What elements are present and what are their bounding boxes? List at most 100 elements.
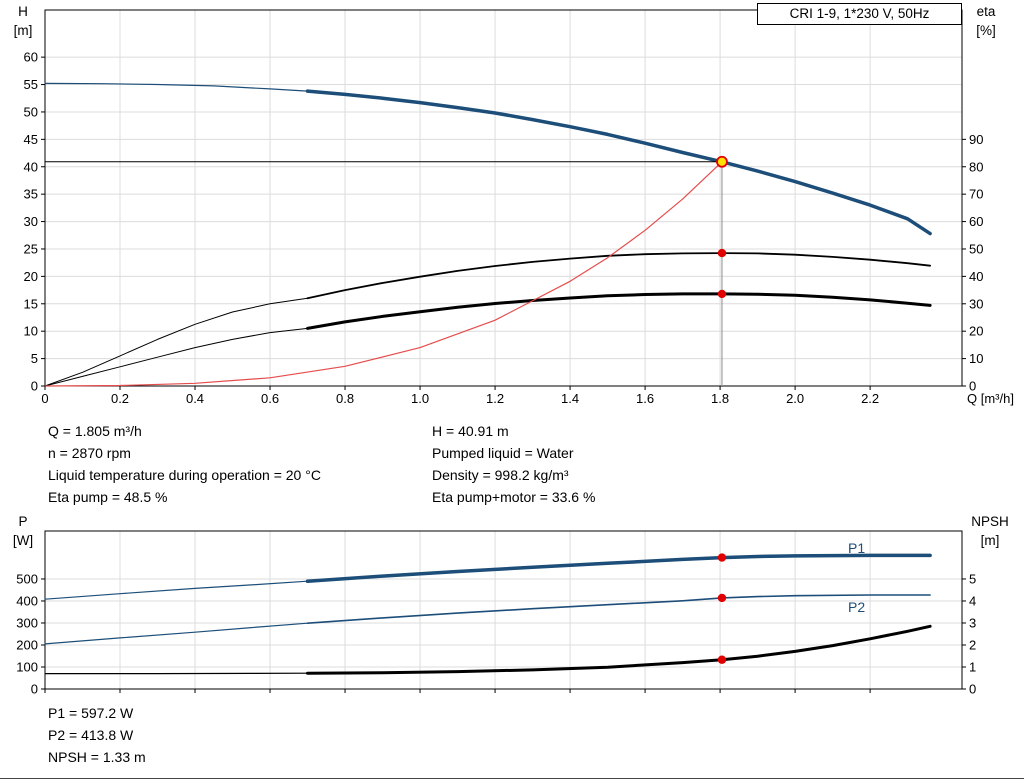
y-right-tick-label: 80 bbox=[969, 159, 983, 174]
npsh-axis-title-line1: NPSH bbox=[971, 514, 1009, 529]
p1-value: P1 = 597.2 W bbox=[48, 705, 134, 721]
x-tick-label: 0.6 bbox=[261, 391, 279, 406]
curve-eta-pump-motor bbox=[306, 292, 932, 330]
y-right-tick-label: 1 bbox=[969, 659, 976, 674]
y-right-tick-label: 5 bbox=[969, 571, 976, 586]
y-left-tick-label: 40 bbox=[24, 159, 38, 174]
speed-value: n = 2870 rpm bbox=[48, 445, 131, 461]
x-tick-label: 2.2 bbox=[861, 391, 879, 406]
pump-model-box: CRI 1-9, 1*230 V, 50Hz bbox=[757, 3, 962, 25]
eta-pump-motor-value: Eta pump+motor = 33.6 % bbox=[432, 489, 596, 505]
y-left-tick-label: 200 bbox=[16, 637, 38, 652]
y-left-tick-label: 15 bbox=[24, 296, 38, 311]
duty-point-marker bbox=[716, 155, 728, 168]
density-value: Density = 998.2 kg/m³ bbox=[432, 467, 569, 483]
head-value: H = 40.91 m bbox=[432, 423, 509, 439]
p-axis-title: P [W] bbox=[2, 512, 44, 550]
y-right-tick-label: 0 bbox=[969, 379, 976, 394]
x-tick-label: 0.2 bbox=[111, 391, 129, 406]
y-right-tick-label: 20 bbox=[969, 324, 983, 339]
power-data-block: P1 = 597.2 W P2 = 413.8 W NPSH = 1.33 m bbox=[48, 702, 146, 768]
x-tick-label: 1.0 bbox=[411, 391, 429, 406]
x-tick-label: 1.6 bbox=[636, 391, 654, 406]
operating-point-marker bbox=[717, 248, 727, 258]
y-left-tick-label: 20 bbox=[24, 269, 38, 284]
y-right-tick-label: 40 bbox=[969, 269, 983, 284]
plot-border bbox=[44, 9, 963, 387]
y-left-tick-label: 0 bbox=[31, 379, 38, 394]
h-axis-title: H [m] bbox=[2, 2, 44, 40]
p2-value: P2 = 413.8 W bbox=[48, 727, 134, 743]
y-right-tick-label: 10 bbox=[969, 351, 983, 366]
p-axis-title-line2: [W] bbox=[12, 533, 34, 548]
x-tick-label: 1.2 bbox=[486, 391, 504, 406]
pumped-liquid-value: Pumped liquid = Water bbox=[432, 445, 574, 461]
operating-point-marker bbox=[717, 553, 727, 562]
operating-data-left: Q = 1.805 m³/h n = 2870 rpm Liquid tempe… bbox=[48, 420, 321, 508]
x-tick-label: 0.8 bbox=[336, 391, 354, 406]
y-right-tick-label: 0 bbox=[969, 682, 976, 697]
curve-p1-thin bbox=[44, 580, 309, 600]
curve-p2-thin bbox=[44, 622, 309, 645]
q-axis-title: Q [m³/h] bbox=[967, 391, 1014, 406]
eta-axis-title: eta [%] bbox=[962, 2, 1010, 40]
y-right-tick-label: 90 bbox=[969, 132, 983, 147]
eta-pump-value: Eta pump = 48.5 % bbox=[48, 489, 168, 505]
curve-p2 bbox=[306, 594, 931, 624]
y-left-tick-label: 35 bbox=[24, 187, 38, 202]
operating-data-right: H = 40.91 m Pumped liquid = Water Densit… bbox=[432, 420, 595, 508]
curve-qh bbox=[305, 89, 932, 236]
curve-npsh bbox=[306, 624, 932, 675]
curve-system-curve bbox=[44, 161, 723, 387]
y-left-tick-label: 100 bbox=[16, 659, 38, 674]
flow-value: Q = 1.805 m³/h bbox=[48, 423, 142, 439]
y-right-tick-label: 60 bbox=[969, 214, 983, 229]
y-right-tick-label: 4 bbox=[969, 593, 976, 608]
page-bottom-divider bbox=[0, 778, 1024, 779]
y-right-tick-label: 3 bbox=[969, 615, 976, 630]
p2-curve-label: P2 bbox=[848, 599, 866, 615]
x-tick-label: 0 bbox=[41, 391, 48, 406]
plot-border bbox=[44, 530, 963, 690]
y-left-tick-label: 500 bbox=[16, 571, 38, 586]
x-tick-label: 2.0 bbox=[786, 391, 804, 406]
curve-eta-pump bbox=[306, 252, 931, 300]
y-left-tick-label: 5 bbox=[31, 351, 38, 366]
npsh-axis-title: NPSH [m] bbox=[958, 512, 1022, 550]
y-left-tick-label: 50 bbox=[24, 104, 38, 119]
h-axis-title-line2: [m] bbox=[13, 23, 33, 38]
operating-point-marker bbox=[717, 593, 727, 603]
y-right-tick-label: 30 bbox=[969, 296, 983, 311]
y-left-tick-label: 55 bbox=[24, 77, 38, 92]
y-left-tick-label: 30 bbox=[24, 214, 38, 229]
y-left-tick-label: 10 bbox=[24, 324, 38, 339]
liquid-temperature-value: Liquid temperature during operation = 20… bbox=[48, 467, 321, 483]
eta-axis-title-line1: eta bbox=[976, 4, 996, 19]
h-axis-title-line1: H bbox=[18, 4, 28, 19]
p1-curve-label: P1 bbox=[848, 540, 866, 556]
y-left-tick-label: 25 bbox=[24, 241, 38, 256]
curve-p1 bbox=[305, 553, 932, 583]
y-left-tick-label: 0 bbox=[31, 682, 38, 697]
y-right-tick-label: 2 bbox=[969, 637, 976, 652]
qh-efficiency-chart: 0 5 10 15 20 25 30 35 40 45 50 55 60 0 10 20 30 40 50 60 70 8… bbox=[24, 9, 983, 406]
npsh-value: NPSH = 1.33 m bbox=[48, 749, 146, 765]
x-tick-label: 1.4 bbox=[561, 391, 579, 406]
x-tick-label: 1.8 bbox=[711, 391, 729, 406]
y-left-tick-label: 400 bbox=[16, 593, 38, 608]
p-axis-title-line1: P bbox=[18, 514, 28, 529]
npsh-axis-title-line2: [m] bbox=[980, 533, 1000, 548]
y-right-tick-label: 50 bbox=[969, 241, 983, 256]
eta-axis-title-line2: [%] bbox=[976, 23, 996, 38]
power-npsh-chart: 0 100 200 300 400 500 0 1 2 3 4 5 bbox=[16, 530, 976, 697]
y-right-tick-label: 70 bbox=[969, 187, 983, 202]
operating-point-marker bbox=[717, 655, 727, 664]
y-left-tick-label: 300 bbox=[16, 615, 38, 630]
x-tick-label: 0.4 bbox=[186, 391, 204, 406]
curve-eta-pump-motor-thin bbox=[44, 327, 308, 387]
curve-qh-thin bbox=[44, 82, 309, 92]
y-left-tick-label: 45 bbox=[24, 132, 38, 147]
y-left-tick-label: 60 bbox=[24, 50, 38, 65]
